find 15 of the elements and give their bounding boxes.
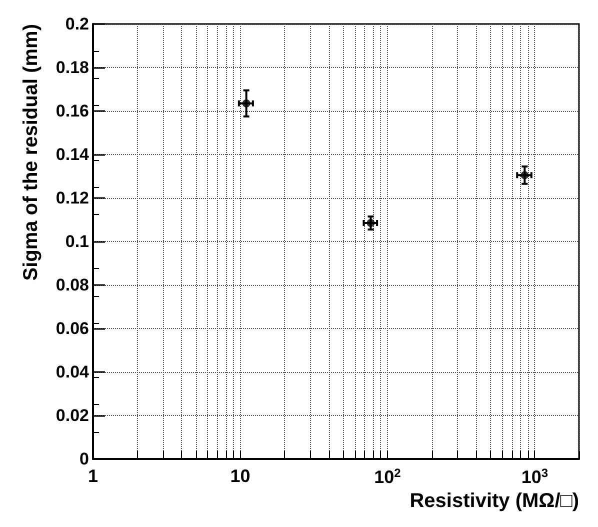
y-tick-label: 0.08	[56, 276, 89, 294]
y-tick-label: 0.14	[56, 145, 90, 164]
x-axis-title: Resistivity (MΩ/□)	[410, 490, 579, 512]
y-tick-label: 0.18	[56, 58, 89, 77]
y-tick-label: 0.12	[56, 188, 89, 208]
y-tick-label: 0	[80, 450, 89, 468]
y-tick-label: 0.04	[56, 362, 90, 382]
y-tick-label: 0.02	[56, 406, 89, 425]
y-tick-label: 0.06	[56, 319, 89, 338]
y-tick-label: 0.1	[65, 232, 89, 251]
x-tick-label: 10	[230, 466, 250, 486]
y-tick-label: 0.16	[56, 102, 89, 120]
y-axis-title: Sigma of the residual (mm)	[20, 24, 42, 281]
y-tick-label: 0.2	[65, 14, 89, 34]
x-tick-label: 1	[88, 466, 98, 486]
